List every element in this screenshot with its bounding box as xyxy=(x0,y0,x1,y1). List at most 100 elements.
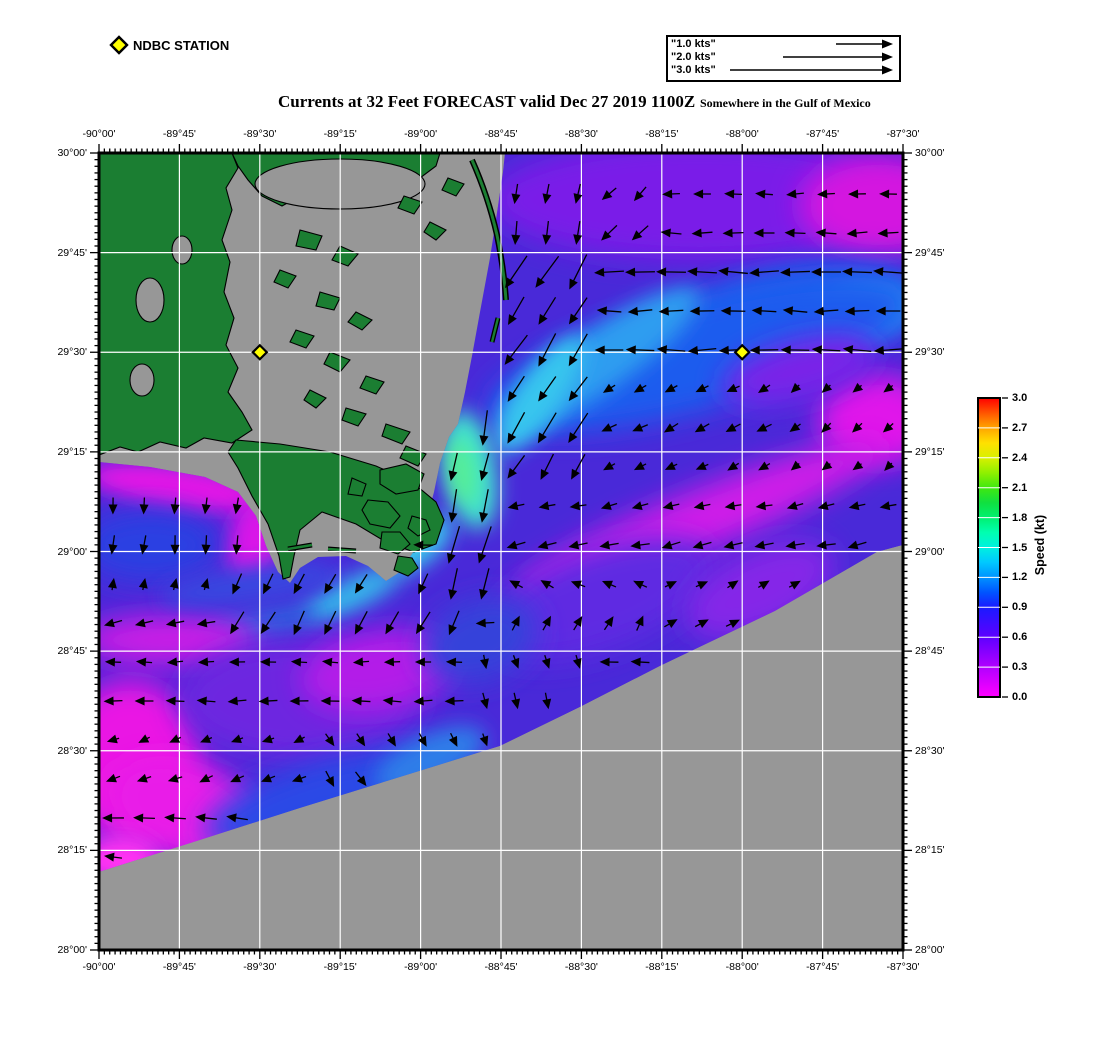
current-arrow xyxy=(509,580,523,590)
current-arrow xyxy=(635,615,644,631)
current-arrow xyxy=(662,189,680,199)
current-arrow xyxy=(784,228,806,238)
current-arrow xyxy=(507,501,525,511)
lon-label-bottom: -89°15' xyxy=(323,961,357,973)
delta-marsh-2 xyxy=(361,499,401,529)
current-arrow xyxy=(568,333,588,367)
current-arrow xyxy=(136,773,152,783)
current-arrow xyxy=(813,306,839,316)
current-arrow xyxy=(230,611,245,635)
current-arrow xyxy=(780,345,810,355)
current-arrow xyxy=(821,460,833,471)
current-arrow xyxy=(540,580,554,590)
current-arrow xyxy=(572,654,582,669)
current-arrow xyxy=(568,297,588,325)
current-arrow xyxy=(695,383,709,393)
current-arrow xyxy=(293,573,305,595)
current-arrow xyxy=(569,501,587,511)
current-arrow xyxy=(261,734,275,744)
current-arrow xyxy=(480,654,489,670)
current-arrow xyxy=(417,732,427,747)
current-arrow xyxy=(882,422,894,433)
current-arrow xyxy=(510,655,520,669)
current-arrow xyxy=(695,581,709,590)
current-arrow xyxy=(228,657,246,667)
ndbc-legend-label: NDBC STATION xyxy=(133,38,230,53)
current-arrow xyxy=(817,189,835,199)
current-arrow xyxy=(788,580,801,590)
current-arrow xyxy=(507,296,525,326)
current-arrow xyxy=(448,489,458,523)
current-arrow xyxy=(445,657,463,667)
current-arrow xyxy=(290,657,308,667)
current-arrow xyxy=(571,454,586,480)
current-arrow xyxy=(816,540,836,550)
marsh-speckle xyxy=(341,407,367,427)
current-arrow xyxy=(754,540,774,550)
marsh-speckle xyxy=(397,195,423,215)
current-arrow xyxy=(165,696,185,706)
current-arrow xyxy=(687,267,717,277)
delta-marsh-4 xyxy=(393,555,419,577)
lon-label-top: -88°30' xyxy=(564,128,598,140)
current-arrow xyxy=(293,734,305,743)
current-arrow xyxy=(506,540,526,550)
current-arrow xyxy=(289,696,309,706)
current-arrow xyxy=(664,619,678,629)
current-arrow xyxy=(727,461,740,471)
vector-scale-label: "2.0 kts" xyxy=(671,50,716,63)
current-arrow xyxy=(846,228,868,238)
current-arrow xyxy=(259,657,277,667)
ndbc-station-markers xyxy=(251,343,751,361)
current-arrow xyxy=(479,410,489,446)
current-arrow xyxy=(138,577,148,591)
current-arrow xyxy=(477,526,492,564)
ndbc-station-east-diamond-icon xyxy=(733,343,751,361)
current-arrow xyxy=(594,267,624,277)
current-arrow xyxy=(108,535,118,555)
current-arrow xyxy=(852,382,864,393)
lat-label-right: 29°15' xyxy=(915,445,945,458)
current-arrow xyxy=(756,423,772,432)
current-arrow xyxy=(138,734,150,743)
current-arrow xyxy=(601,423,617,432)
current-arrow xyxy=(535,255,560,288)
current-arrow xyxy=(627,306,653,316)
current-arrow xyxy=(542,221,552,245)
colorbar-title: Speed (kt) xyxy=(1033,514,1047,576)
current-arrow xyxy=(480,692,489,710)
current-arrow xyxy=(661,540,681,550)
current-arrow xyxy=(633,383,647,393)
current-arrow xyxy=(167,773,183,783)
current-arrow xyxy=(842,267,872,277)
current-arrow xyxy=(479,489,489,523)
current-arrow xyxy=(507,375,525,402)
scale-arrow-head xyxy=(882,39,893,49)
current-arrow xyxy=(134,696,154,706)
speed-blob xyxy=(485,537,715,663)
current-arrow xyxy=(631,225,649,241)
current-arrow xyxy=(540,453,555,480)
current-arrow xyxy=(511,183,521,205)
lat-label-left: 29°00' xyxy=(57,545,87,558)
current-arrow xyxy=(633,461,647,471)
current-arrow xyxy=(324,610,337,635)
colorbar-tick-label: 0.0 xyxy=(1012,691,1028,703)
current-arrow xyxy=(596,306,622,316)
lat-label-left: 28°30' xyxy=(57,744,87,757)
current-arrow xyxy=(479,568,490,600)
current-arrow xyxy=(660,228,682,238)
current-arrow xyxy=(511,692,521,710)
current-arrow xyxy=(753,228,775,238)
land-mainland-west xyxy=(99,153,253,456)
current-arrow xyxy=(726,383,740,393)
current-arrow xyxy=(164,813,186,823)
current-arrow xyxy=(664,461,678,470)
marsh-speckle xyxy=(331,245,359,267)
lon-label-top: -88°15' xyxy=(645,128,679,140)
scale-arrow-head xyxy=(882,52,893,62)
lon-label-top: -89°30' xyxy=(243,128,277,140)
current-arrow xyxy=(633,580,648,590)
current-arrow xyxy=(782,306,808,316)
current-arrow xyxy=(418,573,429,595)
